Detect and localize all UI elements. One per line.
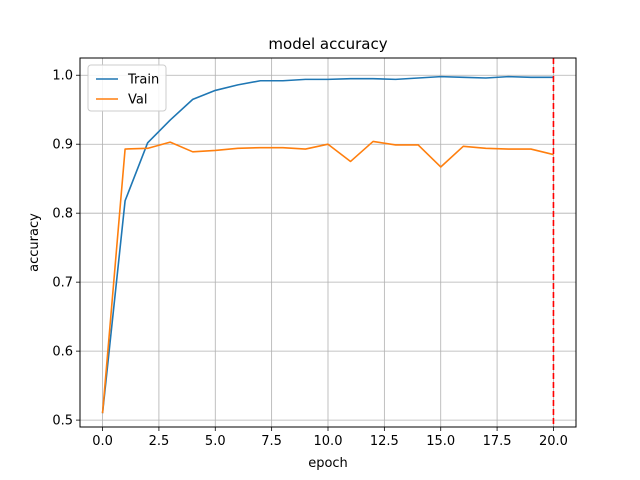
x-tick-label: 20.0 (539, 434, 568, 449)
x-tick-label: 2.5 (149, 434, 170, 449)
legend: Train Val (87, 64, 167, 112)
y-tick-label: 0.6 (52, 345, 73, 360)
legend-label-train: Train (127, 73, 159, 88)
x-tick-label: 7.5 (261, 434, 282, 449)
ticks: 0.0 2.5 5.0 7.5 10.0 12.5 15.0 17.5 20.0 0.5 0.6 0.… (52, 69, 568, 449)
x-tick-label: 0.0 (92, 434, 113, 449)
plot-lines (101, 75, 554, 414)
chart-title: model accuracy (268, 35, 387, 53)
x-tick-label: 17.5 (483, 434, 512, 449)
y-tick-label: 0.5 (52, 414, 73, 429)
series-line-val (101, 140, 554, 414)
y-tick-label: 0.7 (52, 276, 73, 291)
series-line-train (101, 75, 554, 414)
x-tick-label: 10.0 (314, 434, 343, 449)
y-tick-label: 0.9 (52, 138, 73, 153)
x-tick-label: 5.0 (205, 434, 226, 449)
y-tick-label: 1.0 (52, 69, 73, 84)
x-axis-label: epoch (308, 456, 348, 471)
y-axis-label: accuracy (27, 213, 42, 272)
y-tick-label: 0.8 (52, 207, 73, 222)
legend-label-val: Val (128, 93, 147, 108)
x-tick-label: 12.5 (370, 434, 399, 449)
x-tick-label: 15.0 (426, 434, 455, 449)
